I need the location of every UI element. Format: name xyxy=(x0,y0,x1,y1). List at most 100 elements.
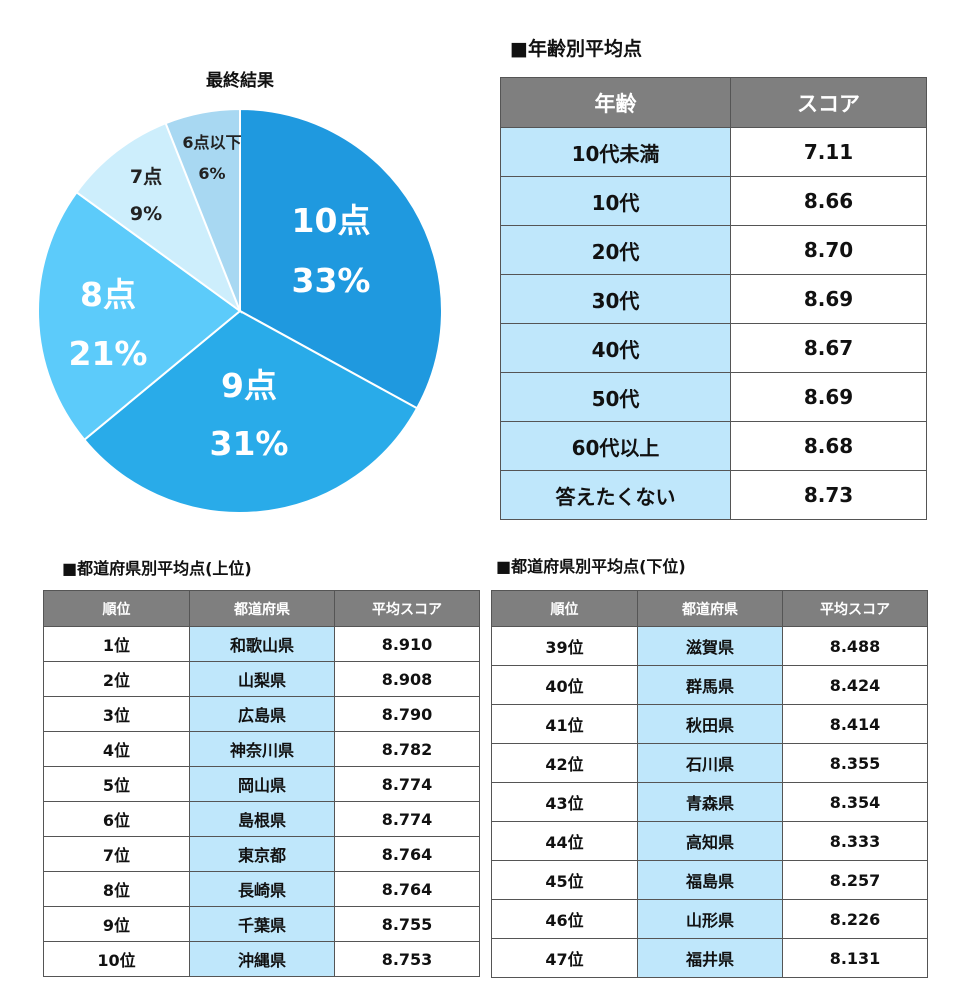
pie-chart-title: 最終結果 xyxy=(206,71,274,91)
pie-slice xyxy=(239,107,443,410)
pie-slice-percent: 31% xyxy=(210,424,289,463)
pref-column-header: 都道府県 xyxy=(637,590,783,627)
table-row: 10代 8.66 xyxy=(500,176,927,226)
pref-cell: 千葉県 xyxy=(189,906,335,942)
score-cell: 8.764 xyxy=(334,871,480,907)
table-row: 答えたくない 8.73 xyxy=(500,470,927,520)
pref-cell: 沖縄県 xyxy=(189,941,335,977)
table-row: 10代未満 7.11 xyxy=(500,127,927,177)
pie-slice-percent: 6% xyxy=(198,164,225,183)
pref-top-section-title: ■都道府県別平均点(上位) xyxy=(62,559,252,578)
score-cell: 8.755 xyxy=(334,906,480,942)
pie-slice-label: 10点 xyxy=(292,201,371,240)
pie-slice xyxy=(82,309,419,514)
pref-cell: 東京都 xyxy=(189,836,335,872)
pie-slice-label: 8点 xyxy=(80,275,136,314)
score-cell: 8.333 xyxy=(782,821,928,861)
pie-slice xyxy=(75,121,243,314)
pie-slice-label: 9点 xyxy=(221,366,277,405)
table-row: 41位 秋田県 8.414 xyxy=(491,704,928,744)
rank-cell: 42位 xyxy=(491,743,638,783)
table-row: 6位 島根県 8.774 xyxy=(43,801,480,837)
table-row: 5位 岡山県 8.774 xyxy=(43,766,480,802)
rank-cell: 6位 xyxy=(43,801,190,837)
pref-cell: 群馬県 xyxy=(637,665,783,705)
score-cell: 8.908 xyxy=(334,661,480,697)
pref-cell: 島根県 xyxy=(189,801,335,837)
score-cell: 8.782 xyxy=(334,731,480,767)
score-column-header: 平均スコア xyxy=(334,590,480,627)
age-cell: 50代 xyxy=(500,372,731,422)
pie-slice xyxy=(164,107,241,312)
table-row: 7位 東京都 8.764 xyxy=(43,836,480,872)
pref-top-table: 順位 都道府県 平均スコア 1位 和歌山県 8.910 2位 山梨県 8.908 3位広… xyxy=(43,590,480,977)
score-cell: 8.355 xyxy=(782,743,928,783)
score-cell: 8.910 xyxy=(334,626,480,662)
rank-cell: 46位 xyxy=(491,899,638,939)
age-cell: 答えたくない xyxy=(500,470,731,520)
table-row: 44位 高知県 8.333 xyxy=(491,821,928,861)
score-column-header: 平均スコア xyxy=(782,590,928,627)
table-row: 20代 8.70 xyxy=(500,225,927,275)
pref-bottom-table: 順位 都道府県 平均スコア 39位 滋賀県 8.488 40位 群馬県 8.424 41… xyxy=(491,590,928,978)
rank-cell: 1位 xyxy=(43,626,190,662)
pie-slice-label: 6点以下 xyxy=(182,133,241,152)
rank-cell: 4位 xyxy=(43,731,190,767)
pref-cell: 神奈川県 xyxy=(189,731,335,767)
age-cell: 60代以上 xyxy=(500,421,731,471)
pref-cell: 高知県 xyxy=(637,821,783,861)
table-row: 40代 8.67 xyxy=(500,323,927,373)
score-cell: 8.790 xyxy=(334,696,480,732)
table-row: 47位 福井県 8.131 xyxy=(491,938,928,978)
score-cell: 8.354 xyxy=(782,782,928,822)
table-row: 39位 滋賀県 8.488 xyxy=(491,626,928,666)
table-row: 30代 8.69 xyxy=(500,274,927,324)
pref-cell: 秋田県 xyxy=(637,704,783,744)
rank-cell: 7位 xyxy=(43,836,190,872)
score-cell: 8.69 xyxy=(730,372,927,422)
score-cell: 8.774 xyxy=(334,801,480,837)
table-row: 60代以上 8.68 xyxy=(500,421,927,471)
pref-cell: 長崎県 xyxy=(189,871,335,907)
pref-cell: 青森県 xyxy=(637,782,783,822)
rank-cell: 47位 xyxy=(491,938,638,978)
rank-cell: 43位 xyxy=(491,782,638,822)
rank-cell: 3位 xyxy=(43,696,190,732)
score-cell: 8.131 xyxy=(782,938,928,978)
table-header-row: 年齢 スコア xyxy=(500,77,927,128)
score-cell: 8.68 xyxy=(730,421,927,471)
pie-slice-label: 7点 xyxy=(130,166,162,188)
table-row: 4位 神奈川県 8.782 xyxy=(43,731,480,767)
age-section-title: ■年齢別平均点 xyxy=(510,38,642,60)
table-row: 8位 長崎県 8.764 xyxy=(43,871,480,907)
age-cell: 30代 xyxy=(500,274,731,324)
table-header-row: 順位 都道府県 平均スコア xyxy=(491,590,928,627)
rank-cell: 45位 xyxy=(491,860,638,900)
pie-slice-percent: 33% xyxy=(292,261,371,300)
table-row: 43位 青森県 8.354 xyxy=(491,782,928,822)
pie-slice xyxy=(37,190,242,442)
score-cell: 8.488 xyxy=(782,626,928,666)
score-cell: 8.73 xyxy=(730,470,927,520)
score-cell: 8.69 xyxy=(730,274,927,324)
rank-cell: 44位 xyxy=(491,821,638,861)
pref-cell: 福島県 xyxy=(637,860,783,900)
age-cell: 40代 xyxy=(500,323,731,373)
pref-column-header: 都道府県 xyxy=(189,590,335,627)
rank-cell: 40位 xyxy=(491,665,638,705)
table-row: 2位 山梨県 8.908 xyxy=(43,661,480,697)
pie-chart: 10点 33% 9点 31% 8点 21% 7点 9% 6点以下 6% xyxy=(37,107,443,514)
pref-cell: 石川県 xyxy=(637,743,783,783)
score-cell: 8.257 xyxy=(782,860,928,900)
rank-cell: 39位 xyxy=(491,626,638,666)
table-row: 45位 福島県 8.257 xyxy=(491,860,928,900)
table-row: 46位 山形県 8.226 xyxy=(491,899,928,939)
score-column-header: スコア xyxy=(730,77,927,128)
age-cell: 10代 xyxy=(500,176,731,226)
pref-cell: 滋賀県 xyxy=(637,626,783,666)
score-cell: 8.66 xyxy=(730,176,927,226)
rank-column-header: 順位 xyxy=(43,590,190,627)
score-cell: 8.226 xyxy=(782,899,928,939)
score-cell: 8.70 xyxy=(730,225,927,275)
pref-cell: 山形県 xyxy=(637,899,783,939)
